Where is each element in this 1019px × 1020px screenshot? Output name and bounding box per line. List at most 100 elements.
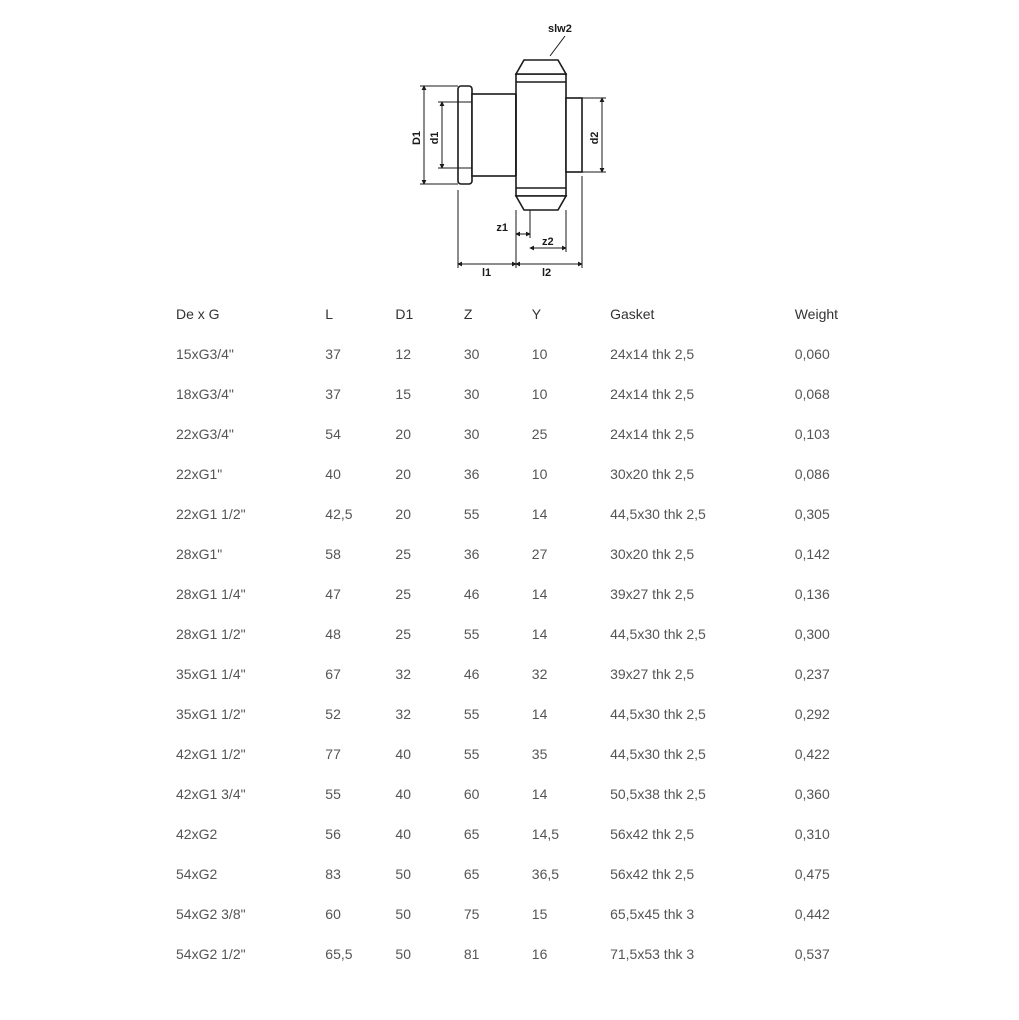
table-cell: 0,300: [789, 614, 870, 654]
table-cell: 0,142: [789, 534, 870, 574]
table-cell: 39x27 thk 2,5: [604, 654, 789, 694]
table-cell: 22xG1 1/2": [170, 494, 319, 534]
table-row: 22xG3/4"5420302524x14 thk 2,50,103: [170, 414, 870, 454]
table-cell: 30: [458, 334, 526, 374]
table-row: 22xG1 1/2"42,520551444,5x30 thk 2,50,305: [170, 494, 870, 534]
table-cell: 0,360: [789, 774, 870, 814]
table-row: 35xG1 1/2"5232551444,5x30 thk 2,50,292: [170, 694, 870, 734]
table-cell: 56x42 thk 2,5: [604, 854, 789, 894]
table-cell: 0,442: [789, 894, 870, 934]
table-cell: 14: [526, 694, 604, 734]
table-cell: 15xG3/4": [170, 334, 319, 374]
table-cell: 58: [319, 534, 389, 574]
table-row: 42xG1 3/4"5540601450,5x38 thk 2,50,360: [170, 774, 870, 814]
table-cell: 35: [526, 734, 604, 774]
table-header-row: De x G L D1 Z Y Gasket Weight: [170, 298, 870, 334]
table-cell: 0,060: [789, 334, 870, 374]
table-cell: 50: [389, 854, 457, 894]
table-cell: 24x14 thk 2,5: [604, 334, 789, 374]
table-cell: 24x14 thk 2,5: [604, 374, 789, 414]
label-l2: l2: [542, 267, 551, 279]
table-cell: 56x42 thk 2,5: [604, 814, 789, 854]
table-cell: 71,5x53 thk 3: [604, 934, 789, 974]
table-cell: 75: [458, 894, 526, 934]
table-cell: 36: [458, 454, 526, 494]
table-cell: 65,5: [319, 934, 389, 974]
label-D1: D1: [411, 131, 423, 145]
table-cell: 48: [319, 614, 389, 654]
table-cell: 50: [389, 894, 457, 934]
table-cell: 20: [389, 494, 457, 534]
table-row: 28xG1"5825362730x20 thk 2,50,142: [170, 534, 870, 574]
table-cell: 65,5x45 thk 3: [604, 894, 789, 934]
table-cell: 60: [319, 894, 389, 934]
label-z2: z2: [542, 236, 554, 248]
fitting-diagram: slw2 D1: [370, 20, 650, 280]
table-cell: 36: [458, 534, 526, 574]
table-cell: 14: [526, 574, 604, 614]
table-cell: 55: [458, 694, 526, 734]
col-gasket: Gasket: [604, 298, 789, 334]
table-cell: 50: [389, 934, 457, 974]
table-cell: 55: [319, 774, 389, 814]
col-d1: D1: [389, 298, 457, 334]
table-cell: 0,475: [789, 854, 870, 894]
table-cell: 14: [526, 614, 604, 654]
table-cell: 65: [458, 814, 526, 854]
table-cell: 0,537: [789, 934, 870, 974]
table-row: 42xG1 1/2"7740553544,5x30 thk 2,50,422: [170, 734, 870, 774]
table-cell: 0,422: [789, 734, 870, 774]
table-cell: 22xG3/4": [170, 414, 319, 454]
label-slw2: slw2: [548, 23, 572, 35]
table-cell: 25: [389, 574, 457, 614]
table-cell: 56: [319, 814, 389, 854]
label-d2: d2: [589, 132, 601, 145]
col-l: L: [319, 298, 389, 334]
table-cell: 77: [319, 734, 389, 774]
table-cell: 16: [526, 934, 604, 974]
table-cell: 0,068: [789, 374, 870, 414]
table-cell: 24x14 thk 2,5: [604, 414, 789, 454]
table-cell: 44,5x30 thk 2,5: [604, 694, 789, 734]
table-cell: 10: [526, 454, 604, 494]
table-cell: 40: [389, 814, 457, 854]
table-cell: 15: [389, 374, 457, 414]
table-cell: 0,086: [789, 454, 870, 494]
table-cell: 35xG1 1/2": [170, 694, 319, 734]
table-cell: 0,136: [789, 574, 870, 614]
table-cell: 22xG1": [170, 454, 319, 494]
table-cell: 32: [526, 654, 604, 694]
table-cell: 14,5: [526, 814, 604, 854]
table-cell: 32: [389, 654, 457, 694]
label-z1: z1: [496, 222, 508, 234]
table-cell: 40: [389, 774, 457, 814]
table-cell: 60: [458, 774, 526, 814]
spec-table: De x G L D1 Z Y Gasket Weight 15xG3/4"37…: [170, 298, 870, 974]
table-cell: 0,103: [789, 414, 870, 454]
table-cell: 0,305: [789, 494, 870, 534]
technical-diagram-container: slw2 D1: [0, 20, 1019, 280]
table-row: 54xG2 1/2"65,550811671,5x53 thk 30,537: [170, 934, 870, 974]
table-cell: 0,292: [789, 694, 870, 734]
table-cell: 47: [319, 574, 389, 614]
col-dex: De x G: [170, 298, 319, 334]
table-cell: 37: [319, 334, 389, 374]
table-cell: 54: [319, 414, 389, 454]
table-cell: 46: [458, 654, 526, 694]
table-cell: 12: [389, 334, 457, 374]
col-weight: Weight: [789, 298, 870, 334]
table-cell: 20: [389, 414, 457, 454]
table-cell: 30: [458, 414, 526, 454]
table-cell: 42xG2: [170, 814, 319, 854]
table-cell: 10: [526, 334, 604, 374]
table-cell: 15: [526, 894, 604, 934]
table-cell: 52: [319, 694, 389, 734]
table-cell: 44,5x30 thk 2,5: [604, 494, 789, 534]
table-cell: 42xG1 1/2": [170, 734, 319, 774]
table-cell: 44,5x30 thk 2,5: [604, 614, 789, 654]
table-cell: 46: [458, 574, 526, 614]
label-d1: d1: [429, 132, 441, 145]
table-cell: 55: [458, 614, 526, 654]
table-cell: 25: [389, 614, 457, 654]
table-cell: 14: [526, 494, 604, 534]
